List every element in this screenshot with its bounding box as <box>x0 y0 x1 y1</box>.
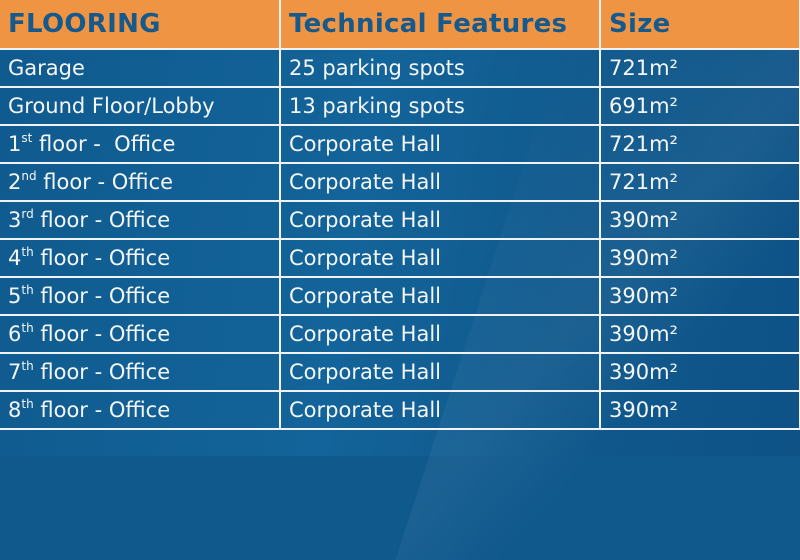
cell-flooring: 8th floor - Office <box>0 390 281 430</box>
cell-flooring: 7th floor - Office <box>0 352 281 392</box>
cell-technical-features: 13 parking spots <box>279 86 601 126</box>
floor-ordinal-suffix: th <box>21 283 34 297</box>
cell-technical-features: 25 parking spots <box>279 48 601 88</box>
floor-name: 5 <box>8 284 22 308</box>
cell-flooring: Ground Floor/Lobby <box>0 86 281 126</box>
floor-name: Ground Floor/Lobby <box>8 94 215 118</box>
floor-ordinal-suffix: th <box>21 359 34 373</box>
header-row: FLOORING Technical Features Size <box>0 0 800 50</box>
cell-flooring: 6th floor - Office <box>0 314 281 354</box>
table-row: Ground Floor/Lobby 13 parking spots 691m² <box>0 86 800 126</box>
table-row: 6th floor - Office Corporate Hall 390m² <box>0 314 800 354</box>
cell-size: 390m² <box>599 390 800 430</box>
cell-flooring: 2nd floor - Office <box>0 162 281 202</box>
table-header: FLOORING Technical Features Size <box>0 0 800 50</box>
cell-technical-features: Corporate Hall <box>279 124 601 164</box>
floor-ordinal-suffix: rd <box>21 207 34 221</box>
cell-size: 390m² <box>599 238 800 278</box>
floor-name: 3 <box>8 208 22 232</box>
table-row: 5th floor - Office Corporate Hall 390m² <box>0 276 800 316</box>
floor-ordinal-suffix: th <box>21 245 34 259</box>
cell-size: 390m² <box>599 200 800 240</box>
floor-ordinal-suffix: nd <box>21 169 37 183</box>
cell-size: 691m² <box>599 86 800 126</box>
floor-description: floor - Office <box>36 170 174 194</box>
floor-description: floor - Office <box>32 132 176 156</box>
floor-description: floor - Office <box>33 322 171 346</box>
cell-technical-features: Corporate Hall <box>279 276 601 316</box>
table-row: 2nd floor - Office Corporate Hall 721m² <box>0 162 800 202</box>
cell-technical-features: Corporate Hall <box>279 200 601 240</box>
cell-flooring: 1st floor - Office <box>0 124 281 164</box>
page-background: FLOORING Technical Features Size Garage 2… <box>0 0 800 456</box>
floor-ordinal-suffix: th <box>21 321 34 335</box>
cell-technical-features: Corporate Hall <box>279 352 601 392</box>
floor-name: Garage <box>8 56 85 80</box>
cell-flooring: 4th floor - Office <box>0 238 281 278</box>
floor-name: 7 <box>8 360 22 384</box>
floor-ordinal-suffix: th <box>21 397 34 411</box>
floor-name: 1 <box>8 132 22 156</box>
floor-name: 8 <box>8 398 22 422</box>
flooring-table: FLOORING Technical Features Size Garage 2… <box>0 0 800 430</box>
table-row: 1st floor - Office Corporate Hall 721m² <box>0 124 800 164</box>
header-flooring: FLOORING <box>0 0 281 50</box>
floor-name: 2 <box>8 170 22 194</box>
floor-name: 6 <box>8 322 22 346</box>
header-technical-features: Technical Features <box>279 0 601 50</box>
cell-technical-features: Corporate Hall <box>279 238 601 278</box>
floor-description: floor - Office <box>33 398 171 422</box>
floor-description: floor - Office <box>33 208 171 232</box>
cell-flooring: Garage <box>0 48 281 88</box>
cell-technical-features: Corporate Hall <box>279 162 601 202</box>
cell-flooring: 5th floor - Office <box>0 276 281 316</box>
floor-ordinal-suffix: st <box>21 131 33 145</box>
cell-technical-features: Corporate Hall <box>279 390 601 430</box>
cell-size: 390m² <box>599 314 800 354</box>
table-body: Garage 25 parking spots 721m² Ground Floor/… <box>0 48 800 430</box>
table-row: 4th floor - Office Corporate Hall 390m² <box>0 238 800 278</box>
cell-size: 721m² <box>599 124 800 164</box>
header-size: Size <box>599 0 800 50</box>
floor-description: floor - Office <box>33 246 171 270</box>
floor-description: floor - Office <box>33 360 171 384</box>
cell-size: 390m² <box>599 352 800 392</box>
cell-size: 390m² <box>599 276 800 316</box>
floor-name: 4 <box>8 246 22 270</box>
table-row: Garage 25 parking spots 721m² <box>0 48 800 88</box>
table-row: 7th floor - Office Corporate Hall 390m² <box>0 352 800 392</box>
floor-description: floor - Office <box>33 284 171 308</box>
cell-flooring: 3rd floor - Office <box>0 200 281 240</box>
table-row: 3rd floor - Office Corporate Hall 390m² <box>0 200 800 240</box>
cell-technical-features: Corporate Hall <box>279 314 601 354</box>
cell-size: 721m² <box>599 48 800 88</box>
cell-size: 721m² <box>599 162 800 202</box>
table-row: 8th floor - Office Corporate Hall 390m² <box>0 390 800 430</box>
